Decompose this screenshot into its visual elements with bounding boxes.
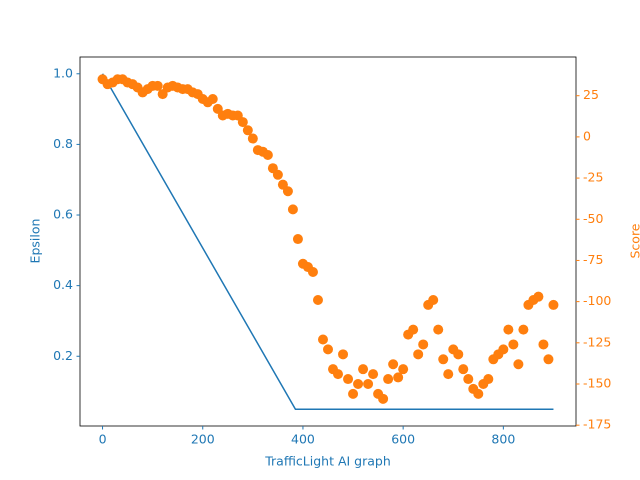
- y2-tick-label: -125: [583, 334, 611, 349]
- x-tick-label: 200: [191, 432, 215, 447]
- score-point: [438, 354, 449, 365]
- score-point: [393, 372, 404, 383]
- y-tick-label: 0.4: [53, 277, 73, 292]
- y2-tick-label: -75: [583, 252, 603, 267]
- score-point: [503, 324, 514, 335]
- score-point: [458, 364, 469, 375]
- score-point: [207, 94, 218, 105]
- y2-tick-label: 0: [583, 128, 591, 143]
- score-point: [533, 291, 544, 302]
- score-point: [413, 349, 424, 360]
- score-point: [498, 344, 509, 355]
- score-point: [388, 359, 399, 370]
- score-point: [282, 186, 293, 197]
- y-tick-label: 1.0: [53, 65, 73, 80]
- y-tick-label: 0.8: [53, 136, 73, 151]
- score-point: [418, 339, 429, 350]
- x-tick-label: 600: [391, 432, 415, 447]
- score-point: [287, 204, 298, 215]
- score-point: [338, 349, 349, 360]
- y2-tick-label: -150: [583, 375, 611, 390]
- y-tick-label: 0.6: [53, 207, 73, 222]
- score-point: [292, 234, 303, 245]
- score-point: [247, 133, 258, 144]
- y2-tick-label: -25: [583, 170, 603, 185]
- y2-tick-label: -50: [583, 211, 603, 226]
- score-point: [307, 266, 318, 277]
- score-point: [383, 374, 394, 385]
- score-point: [368, 369, 379, 380]
- score-point: [333, 369, 344, 380]
- score-point: [343, 374, 354, 385]
- score-point: [317, 334, 328, 345]
- score-point: [463, 374, 474, 385]
- x-tick-label: 400: [291, 432, 315, 447]
- score-point: [152, 80, 163, 91]
- score-point: [363, 378, 374, 389]
- score-point: [548, 299, 559, 310]
- score-point: [513, 359, 524, 370]
- epsilon-line: [101, 73, 554, 410]
- y2-tick-label: 25: [583, 87, 599, 102]
- score-point: [312, 294, 323, 305]
- y-tick-label: 0.2: [53, 348, 73, 363]
- score-point: [272, 169, 283, 180]
- score-point: [508, 339, 519, 350]
- score-point: [237, 117, 248, 128]
- score-point: [262, 150, 273, 161]
- x-axis-label: TrafficLight AI graph: [264, 454, 391, 469]
- score-point: [398, 364, 409, 375]
- y2-tick-label: -100: [583, 293, 611, 308]
- x-tick-label: 0: [99, 432, 107, 447]
- score-point: [428, 294, 439, 305]
- score-point: [323, 344, 333, 355]
- score-point: [348, 388, 359, 399]
- score-point: [358, 364, 369, 375]
- plot-frame: [79, 56, 577, 427]
- y2-tick-label: -175: [583, 417, 611, 432]
- score-point: [483, 374, 494, 385]
- y-axis-label: Epsilon: [28, 219, 43, 264]
- score-point: [353, 378, 364, 389]
- y2-axis-label: Score: [628, 223, 640, 258]
- score-point: [378, 393, 389, 404]
- score-point: [408, 324, 419, 335]
- score-point: [242, 125, 253, 136]
- score-point: [538, 339, 549, 350]
- score-point: [543, 354, 554, 365]
- score-point: [453, 349, 464, 360]
- score-point: [433, 324, 444, 335]
- score-point: [473, 388, 484, 399]
- x-tick-label: 800: [491, 432, 515, 447]
- score-point: [443, 369, 454, 380]
- score-point: [518, 324, 529, 335]
